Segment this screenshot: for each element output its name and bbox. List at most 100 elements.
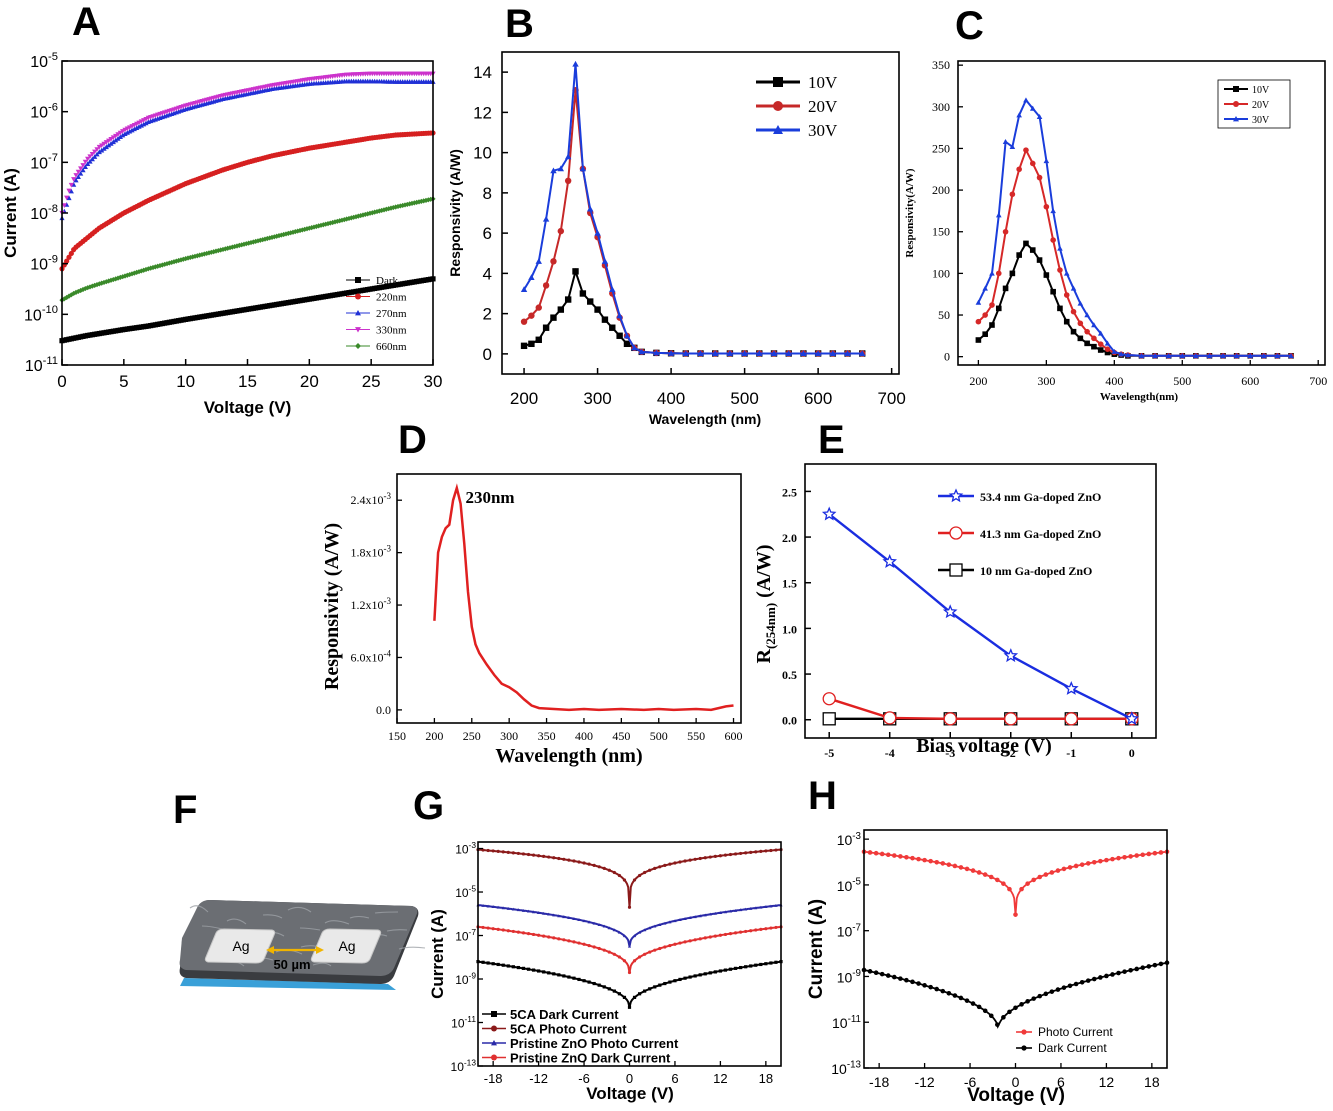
series-g-1-point [506, 850, 510, 854]
series-c-2-point [1118, 351, 1124, 357]
series-g-0-point [511, 965, 515, 969]
series-g-2-point [683, 917, 687, 921]
series-c-2-point [1152, 353, 1158, 359]
series-e-1-point [1004, 712, 1018, 726]
y-tick-label-d-base: 2.4x10 [351, 493, 384, 507]
y-axis-title-c: Responsivity(A/W) [904, 168, 916, 258]
y-tick-label-g: 10-5 [455, 884, 476, 900]
series-g-3-point [688, 939, 692, 943]
series-a-4-point [162, 261, 168, 267]
legend-c-marker [1233, 101, 1239, 107]
series-b-2-point [785, 350, 792, 357]
series-h-0-point [904, 854, 909, 860]
y-tick-label-h-base: 10 [831, 1061, 847, 1077]
series-b-2-point [550, 167, 557, 174]
x-tick-label-g: -18 [484, 1071, 503, 1086]
y-axis-title-d: Responsivity (A/W) [321, 523, 343, 690]
y-tick-label-c: 350 [932, 58, 950, 72]
series-a-3-point [80, 163, 86, 168]
series-g-3-point [749, 929, 753, 933]
series-g-0-point [506, 964, 510, 968]
series-g-3-point [552, 936, 556, 940]
series-a-4-point [176, 257, 182, 264]
x-tick-label-h: 18 [1144, 1074, 1160, 1090]
series-h-1-point [1067, 983, 1073, 989]
y-tick-label-h-base: 10 [837, 878, 853, 894]
legend-g-marker [491, 1025, 497, 1032]
x-tick-label-a: 20 [300, 372, 319, 391]
series-h-1-point [1007, 1009, 1012, 1015]
series-b-2-point [609, 286, 616, 293]
series-h-0-point [873, 850, 879, 856]
x-tick-label-c: 300 [1037, 374, 1055, 388]
series-g-3-point [744, 929, 748, 934]
y-axis-title-a: Current (A) [1, 168, 20, 258]
series-a-2-point [87, 158, 93, 164]
legend-a-marker [355, 310, 361, 316]
series-b-2-point [697, 350, 704, 357]
series-g-1-point [587, 862, 591, 866]
x-tick-label-c: 400 [1105, 374, 1123, 388]
series-a-3-point [85, 156, 91, 162]
series-a-4-point [78, 287, 84, 294]
series-a-1-point [66, 254, 72, 260]
series-g-3-point [547, 935, 551, 939]
series-a-4-point [288, 230, 294, 236]
series-h-1-point [1013, 1005, 1018, 1011]
x-tick-label-g: 12 [713, 1071, 727, 1086]
series-c-0-point [1063, 318, 1070, 325]
series-g-3-point [516, 930, 521, 934]
x-tick-label-c: 600 [1241, 374, 1259, 388]
series-a-2-point [80, 167, 86, 173]
y-tick-label-c: 100 [932, 266, 950, 280]
series-c-2-point [1193, 353, 1199, 359]
legend-h-label: Photo Current [1038, 1025, 1113, 1039]
series-h-0-point [964, 866, 970, 872]
series-a-2-point [108, 141, 114, 146]
scale-label: 50 µm [273, 957, 310, 972]
series-c-1-point [1077, 320, 1084, 327]
series-b-0-point [572, 268, 579, 275]
series-g-2-point [567, 916, 571, 920]
series-g-0-point [744, 965, 748, 969]
x-tick-label-d: 250 [463, 729, 481, 743]
legend-a-marker [355, 293, 361, 300]
legend-g-marker [491, 1040, 497, 1046]
series-g-0-point [542, 970, 546, 974]
series-b-2-point [712, 350, 719, 357]
legend-e-label: 10 nm Ga-doped ZnO [980, 564, 1092, 578]
series-g-1-point [521, 852, 526, 856]
series-g-0-point [723, 968, 728, 972]
series-c-2-point [1138, 353, 1145, 359]
series-e-1-point [883, 711, 897, 725]
series-g-3-point [537, 933, 541, 937]
series-g-2-point [612, 928, 616, 932]
y-tick-label-d-exp: -3 [384, 544, 392, 554]
series-a-3-point [82, 159, 88, 165]
series-g-1-point [718, 854, 723, 858]
series-g-1-point [562, 857, 566, 861]
series-a-2-point [115, 136, 121, 141]
series-a-2-point [124, 130, 130, 135]
series-h-0-point [1073, 863, 1079, 869]
series-g-0-point [708, 971, 712, 975]
series-g-2-point [744, 907, 748, 911]
legend-b-label: 20V [808, 97, 838, 116]
x-tick-label-d: 300 [500, 729, 518, 743]
legend-g-label: Pristine ZnO Dark Current [510, 1051, 671, 1066]
series-b-2-point [542, 215, 550, 222]
x-tick-label-e: -3 [945, 746, 955, 760]
series-a-4-point [66, 293, 72, 299]
y-axis-title-e-sub: (254nm) [763, 603, 778, 649]
series-g-3-point [739, 930, 743, 934]
series-b-2-point [520, 286, 528, 293]
series-g-2-point [653, 924, 657, 928]
y-tick-label-g-exp: -11 [465, 1014, 477, 1024]
series-g-1-point [537, 854, 541, 858]
y-tick-label-b: 4 [483, 264, 492, 283]
series-g-2-point [506, 906, 510, 910]
series-g-0-point [577, 977, 581, 982]
series-g-0-point [739, 965, 743, 970]
y-tick-label-h-base: 10 [837, 969, 853, 985]
